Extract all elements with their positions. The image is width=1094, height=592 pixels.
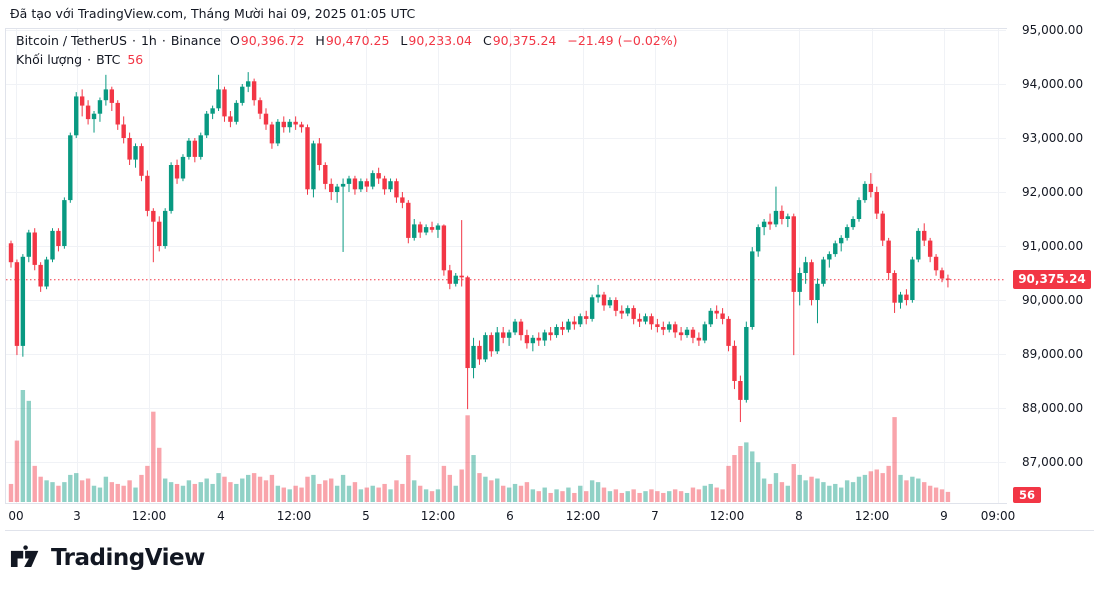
open-value: 90,396.72 — [240, 33, 305, 48]
price-axis-label: 92,000.00 — [1022, 185, 1084, 199]
high-letter: H — [315, 33, 325, 48]
time-axis-label: 12:00 — [709, 509, 745, 523]
candle-series — [8, 72, 951, 423]
time-axis-label: 12:00 — [565, 509, 601, 523]
legend: Bitcoin / TetherUS · 1h · Binance O90,39… — [16, 31, 678, 69]
price-axis-label: 90,000.00 — [1022, 293, 1084, 307]
grid — [6, 28, 1006, 503]
time-axis-label: 09:00 — [980, 509, 1016, 523]
low-value: 90,233.04 — [408, 33, 473, 48]
time-axis-label: 4 — [217, 509, 225, 523]
time-axis-label: 00 — [8, 509, 24, 523]
tradingview-logo-text: TradingView — [51, 544, 205, 571]
open-letter: O — [229, 33, 240, 48]
volume-current-value: 56 — [127, 52, 144, 67]
volume-series — [8, 390, 951, 502]
close-value: 90,375.24 — [492, 33, 557, 48]
time-axis-label: 9 — [940, 509, 948, 523]
volume-label: Khối lượng — [16, 52, 83, 67]
price-axis-label: 87,000.00 — [1022, 455, 1084, 469]
time-axis-label: 12:00 — [854, 509, 890, 523]
time-axis[interactable]: 00 3 12:00 4 12:00 5 12:00 6 12:00 7 12:00 8 12:00 9 0… — [5, 504, 1015, 530]
last-price-badge: 90,375.24 — [1013, 270, 1091, 289]
ohlc-values: O90,396.72 H90,470.25 L90,233.04 C90,375… — [230, 31, 678, 50]
last-volume-badge: 56 — [1013, 487, 1041, 503]
price-axis-label: 89,000.00 — [1022, 347, 1084, 361]
legend-separator: · — [161, 33, 166, 48]
change-value: −21.49 (−0.02%) — [567, 33, 678, 48]
legend-volume-row[interactable]: Khối lượng · BTC 56 — [16, 50, 678, 69]
price-axis-label: 94,000.00 — [1022, 77, 1084, 91]
price-axis-label: 93,000.00 — [1022, 131, 1084, 145]
tradingview-logo-icon — [10, 545, 39, 567]
symbol-title[interactable]: Bitcoin / TetherUS — [16, 33, 127, 48]
legend-symbol-row[interactable]: Bitcoin / TetherUS · 1h · Binance O90,39… — [16, 31, 678, 50]
attribution-text: Đã tạo với TradingView.com, Tháng Mười h… — [10, 6, 416, 21]
low-letter: L — [400, 33, 408, 48]
tradingview-logo[interactable]: TradingView — [10, 543, 205, 572]
price-axis-label: 95,000.00 — [1022, 23, 1084, 37]
price-axis-label: 88,000.00 — [1022, 401, 1084, 415]
close-letter: C — [483, 33, 492, 48]
volume-unit: BTC — [96, 52, 121, 67]
legend-separator: · — [131, 33, 136, 48]
price-axis-label: 91,000.00 — [1022, 239, 1084, 253]
time-axis-label: 8 — [795, 509, 803, 523]
high-value: 90,470.25 — [325, 33, 390, 48]
legend-separator: · — [87, 52, 92, 67]
time-axis-label: 12:00 — [420, 509, 456, 523]
time-axis-label: 7 — [651, 509, 659, 523]
interval-label[interactable]: 1h — [140, 33, 157, 48]
time-axis-label: 12:00 — [276, 509, 312, 523]
exchange-label[interactable]: Binance — [170, 33, 221, 48]
time-axis-label: 3 — [73, 509, 81, 523]
time-axis-label: 5 — [362, 509, 370, 523]
time-axis-label: 12:00 — [131, 509, 167, 523]
time-axis-label: 6 — [506, 509, 514, 523]
